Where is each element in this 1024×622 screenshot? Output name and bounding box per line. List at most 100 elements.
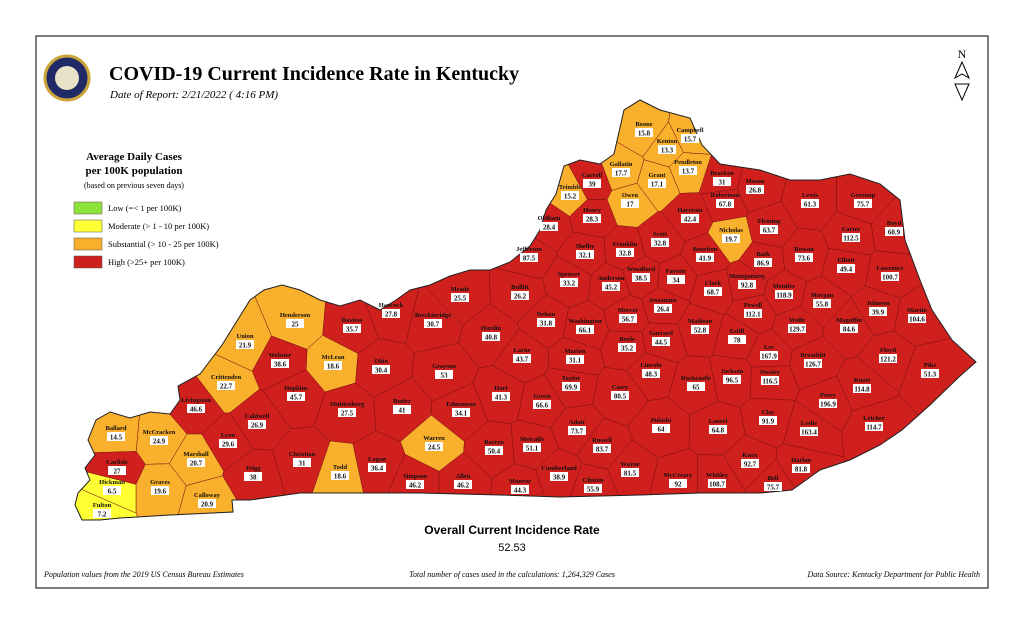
- county-name: McLean: [321, 354, 344, 361]
- county-value-box: [583, 214, 601, 223]
- county-value: 44.3: [514, 487, 527, 495]
- county-name: Todd: [333, 464, 348, 471]
- county-name: Floyd: [880, 347, 896, 354]
- county-value: 66.1: [579, 327, 592, 335]
- county-value: 114.7: [866, 424, 882, 432]
- county-name: Jessamine: [649, 297, 677, 304]
- county-value: 49.4: [840, 266, 853, 274]
- county-value-box: [658, 145, 676, 154]
- county-value: 19.7: [725, 236, 738, 244]
- county-value-box: [217, 381, 235, 390]
- county-name: Fleming: [758, 218, 781, 225]
- county-value-box: [286, 319, 304, 328]
- county-value-box: [728, 335, 746, 344]
- county-name: Webster: [268, 352, 291, 359]
- county-value: 50.4: [488, 448, 501, 456]
- county-name: Magoffin: [836, 317, 862, 324]
- county-name: Lawrence: [876, 265, 903, 272]
- county-name: Hancock: [379, 302, 404, 309]
- county-name: Bourbon: [693, 246, 718, 253]
- county-name: Bath: [756, 251, 770, 258]
- summary-value: 52.53: [498, 542, 526, 554]
- county-value: 92.8: [741, 282, 754, 290]
- county-value-box: [879, 354, 897, 363]
- county-value-box: [801, 199, 819, 208]
- county-value: 75.7: [767, 484, 780, 492]
- county-value: 56.7: [622, 316, 635, 324]
- county-name: Fulton: [93, 502, 112, 509]
- county-value-box: [869, 307, 887, 316]
- frame: [35, 35, 989, 589]
- county-name: McCracken: [143, 429, 176, 436]
- county-value: 17: [627, 201, 635, 209]
- county-value-box: [679, 166, 697, 175]
- footer-right: Data Source: Kentucky Department for Pub…: [806, 570, 980, 579]
- county-value: 45.7: [290, 394, 303, 402]
- county-name: Taylor: [562, 375, 580, 382]
- county-value-box: [533, 400, 551, 409]
- county-name: Henderson: [280, 312, 311, 319]
- county-name: Owen: [622, 192, 639, 199]
- county-value: 19.6: [154, 488, 167, 496]
- county-value: 48.3: [645, 371, 658, 379]
- county-value: 55.9: [587, 486, 600, 494]
- county-name: Warren: [423, 435, 445, 442]
- county-name: Jefferson: [516, 246, 542, 253]
- county-value-box: [331, 471, 349, 480]
- county-name: Rowan: [794, 246, 814, 253]
- county-name: Hopkins: [284, 385, 308, 392]
- county-value-box: [271, 359, 289, 368]
- county-value-box: [738, 280, 756, 289]
- county-name: Kenton: [657, 138, 678, 145]
- county-value-box: [583, 179, 601, 188]
- county-value: 104.6: [909, 316, 925, 324]
- county-value: 81.8: [795, 466, 808, 474]
- county-value: 41.9: [699, 255, 712, 263]
- county-value-box: [343, 324, 361, 333]
- county-value-box: [576, 325, 594, 334]
- county-value: 38.9: [553, 474, 566, 482]
- county-value: 41.3: [495, 394, 508, 402]
- county-name: Gallatin: [610, 161, 633, 168]
- county-value: 112.1: [745, 311, 761, 319]
- county-value: 41: [399, 407, 407, 415]
- county-name: Breckinridge: [415, 312, 451, 319]
- county-value: 87.5: [523, 255, 536, 263]
- county-value: 81.5: [624, 470, 637, 478]
- county-value: 31: [719, 179, 727, 187]
- county-value-box: [520, 253, 538, 262]
- county-name: Whitley: [706, 472, 729, 479]
- legend-label: Moderate (> 1 - 10 per 100K): [108, 221, 209, 231]
- county-name: Estill: [730, 328, 745, 335]
- county-value-box: [716, 199, 734, 208]
- county-name: Campbell: [676, 127, 703, 134]
- county-value-box: [840, 324, 858, 333]
- county-name: Henry: [583, 207, 601, 214]
- county-name: Marion: [565, 348, 586, 355]
- county-name: Fayette: [666, 268, 687, 275]
- county-value-box: [854, 199, 872, 208]
- county-name: Jackson: [721, 368, 744, 375]
- county-value-box: [788, 324, 806, 333]
- county-value: 31.8: [540, 320, 553, 328]
- county-value: 38: [250, 474, 258, 482]
- county-value-box: [324, 361, 342, 370]
- county-value-box: [696, 253, 714, 262]
- county-value: 36.4: [371, 465, 384, 473]
- county-name: Carroll: [582, 172, 603, 179]
- county-name: Casey: [612, 384, 629, 391]
- county-name: Trimble: [559, 184, 581, 191]
- county-value-box: [372, 365, 390, 374]
- county-name: Butler: [393, 398, 411, 405]
- county-value-box: [837, 264, 855, 273]
- county-value-box: [621, 468, 639, 477]
- footer-center: Total number of cases used in the calcul…: [409, 570, 615, 579]
- county-value-box: [198, 499, 216, 508]
- legend-title: per 100K population: [86, 165, 183, 177]
- county-name: Bullitt: [511, 284, 530, 291]
- county-labels: Boone 15.8 Campbell 15.7 Kenton 13.3 Gallatin 1…: [93, 121, 939, 519]
- county-value-box: [681, 214, 699, 223]
- county-value-box: [804, 359, 822, 368]
- legend-note: (based on previous seven days): [84, 181, 184, 190]
